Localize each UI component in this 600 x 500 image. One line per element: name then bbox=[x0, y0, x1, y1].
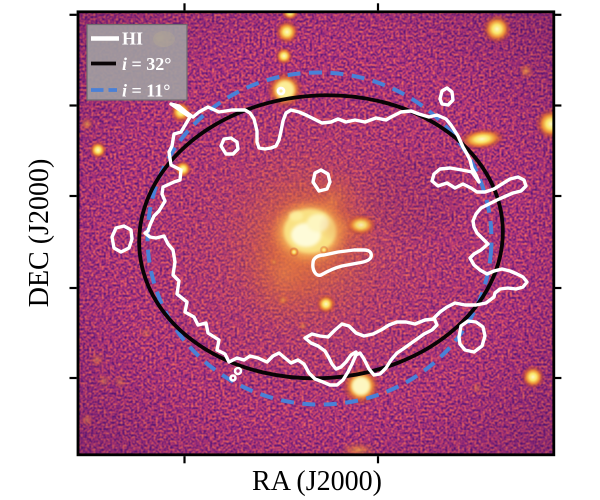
svg-text:i = 32°: i = 32° bbox=[122, 54, 171, 74]
svg-text:RA (J2000): RA (J2000) bbox=[252, 466, 382, 497]
svg-text:HI: HI bbox=[122, 29, 143, 49]
svg-text:DEC (J2000): DEC (J2000) bbox=[24, 159, 55, 308]
svg-text:i = 11°: i = 11° bbox=[122, 81, 170, 101]
